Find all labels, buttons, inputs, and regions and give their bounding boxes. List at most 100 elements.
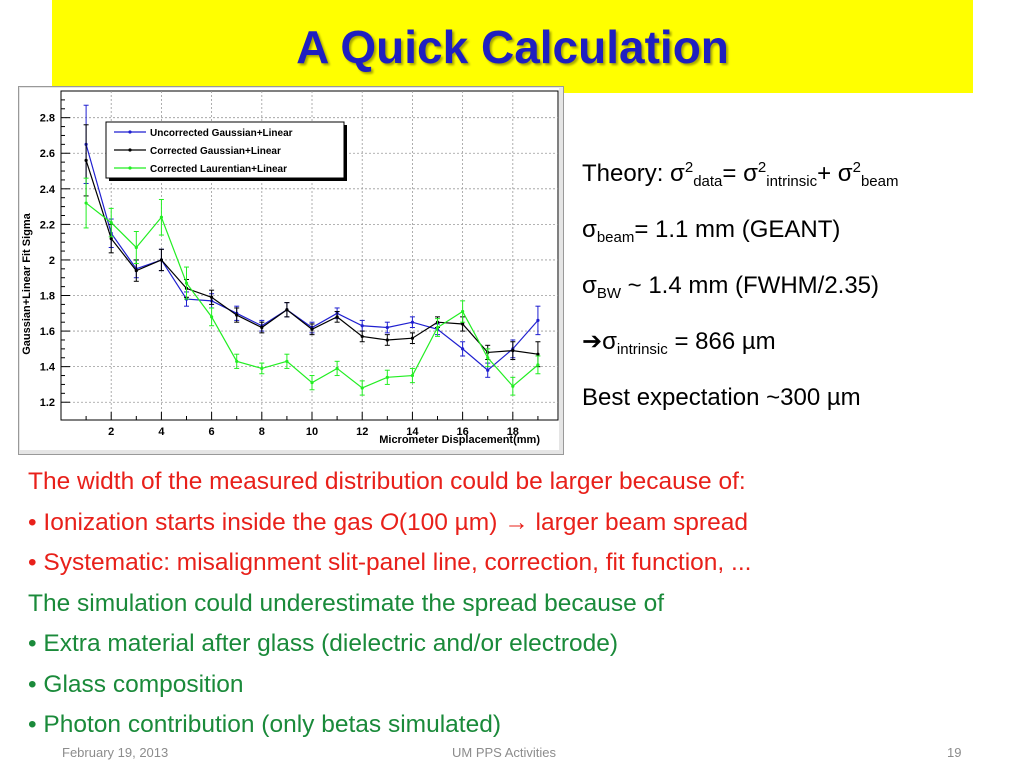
data-point <box>435 325 440 330</box>
fit-sigma-chart: 2 4 6 8 10 12 14 16 181.21.41.61.822.22.42.62.8 … <box>18 86 564 455</box>
green-bullet-glass: • Glass composition <box>28 670 244 698</box>
arrow-icon: → <box>504 508 529 536</box>
x-tick-label: 2 <box>108 426 114 438</box>
data-point <box>134 269 138 273</box>
data-point <box>109 221 113 225</box>
data-point <box>536 318 540 323</box>
x-tick-label: 16 <box>456 426 468 438</box>
data-point <box>461 309 465 314</box>
bullet-text: larger beam spread <box>528 508 748 536</box>
sigma-bw-line: σBW ~ 1.4 mm (FWHM/2.35) <box>582 262 1012 318</box>
data-point <box>486 356 490 360</box>
bullet-text: (100 µm) <box>398 508 505 536</box>
legend-label: Corrected Gaussian+Linear <box>150 146 281 157</box>
x-tick-label: 10 <box>306 426 318 438</box>
slide-title: A Quick Calculation <box>296 20 729 73</box>
green-bullet-material: • Extra material after glass (dielectric… <box>28 630 619 657</box>
data-point <box>310 381 314 385</box>
arrow-icon: ➔ <box>582 328 603 355</box>
chart-panel: 2 4 6 8 10 12 14 16 18 1.2 1.4 1.6 1.8 2 2.2 2.4 2.6 2.8 … <box>18 86 564 455</box>
bullet-text: • Ionization starts inside the gas <box>28 508 380 536</box>
sub-text: intrinsic <box>616 341 668 358</box>
sigma-intrinsic-line: ➔σintrinsic = 866 µm <box>582 318 1012 374</box>
data-point <box>184 281 189 285</box>
y-tick-label: 2 <box>49 255 55 267</box>
footer-date: February 19, 2013 <box>62 745 169 760</box>
data-point <box>260 366 264 371</box>
data-point <box>335 315 339 319</box>
data-point <box>84 158 88 162</box>
sup-text: 2 <box>757 159 767 176</box>
legend-swatch-marker <box>128 166 132 170</box>
theory-equation-text: + σ <box>817 160 853 187</box>
data-point <box>536 363 540 367</box>
sigma-intrinsic-value: = 866 µm <box>667 328 776 355</box>
y-axis-label: Gaussian+Linear Fit Sigma <box>21 212 33 354</box>
green-intro: The simulation could underestimate the s… <box>28 589 665 617</box>
theory-equation-text: = σ <box>722 160 758 187</box>
sigma-bw-value: ~ 1.4 mm (FWHM/2.35) <box>620 272 880 299</box>
x-tick-label: 8 <box>259 426 265 438</box>
red-intro: The width of the measured distribution c… <box>28 468 746 495</box>
data-point <box>410 336 415 340</box>
data-point <box>235 359 239 363</box>
theory-block: Theory: σ2data= σ2intrinsic+ σ2beam σbea… <box>582 144 1012 422</box>
sub-text: data <box>693 173 723 190</box>
sigma-beam-line: σbeam= 1.1 mm (GEANT) <box>582 206 1012 262</box>
data-point <box>159 258 164 262</box>
data-point <box>210 295 214 299</box>
y-tick-label: 2.4 <box>40 184 56 196</box>
data-point <box>385 325 389 330</box>
data-point <box>134 245 138 250</box>
red-bullet-systematic: • Systematic: misalignment slit-panel li… <box>28 549 752 576</box>
discussion-text: The width of the measured distribution c… <box>28 462 1008 746</box>
data-point <box>385 338 389 342</box>
data-point <box>360 386 364 390</box>
data-point <box>310 327 314 331</box>
data-point <box>84 201 88 205</box>
x-tick-label: 6 <box>209 426 215 438</box>
theory-equation: Theory: σ2data= σ2intrinsic+ σ2beam <box>582 144 1012 206</box>
data-point <box>511 384 515 388</box>
data-point <box>511 349 515 353</box>
title-banner: A Quick Calculation <box>52 0 973 93</box>
best-expectation-line: Best expectation ~300 µm <box>582 384 861 411</box>
data-point <box>109 237 113 241</box>
footer-page-number: 19 <box>947 745 962 760</box>
legend-label: Uncorrected Gaussian+Linear <box>150 128 293 139</box>
data-point <box>536 352 540 356</box>
y-tick-label: 2.6 <box>40 148 55 160</box>
data-point <box>461 322 465 326</box>
sub-text: intrinsic <box>766 173 818 190</box>
green-bullet-photon: • Photon contribution (only betas simula… <box>28 711 501 738</box>
sub-text: BW <box>596 285 621 302</box>
data-point <box>385 375 389 379</box>
y-tick-label: 1.4 <box>40 362 56 374</box>
data-point <box>360 324 364 328</box>
sup-text: 2 <box>852 159 861 176</box>
y-tick-label: 2.8 <box>40 113 55 125</box>
y-tick-label: 1.2 <box>40 397 55 409</box>
data-point <box>486 368 490 372</box>
sigma-beam-value: = 1.1 mm (GEANT) <box>634 216 841 243</box>
big-o-text: O <box>379 508 399 536</box>
legend-label: Corrected Laurentian+Linear <box>150 164 287 175</box>
sub-text: beam <box>596 229 635 246</box>
data-point <box>235 313 239 317</box>
sigma-symbol: σ <box>602 328 617 355</box>
red-bullet-ionization: • Ionization starts inside the gas O(100… <box>28 503 1008 544</box>
y-tick-label: 1.8 <box>40 291 55 303</box>
legend-swatch-marker <box>128 130 132 134</box>
data-point <box>410 320 415 324</box>
theory-equation-prefix: Theory: σ <box>582 160 685 187</box>
x-tick-label: 14 <box>406 426 419 438</box>
sigma-symbol: σ <box>582 272 597 299</box>
data-point <box>159 215 164 219</box>
sigma-symbol: σ <box>582 216 597 243</box>
sup-text: 2 <box>684 159 694 176</box>
data-point <box>285 308 289 312</box>
y-tick-label: 2.2 <box>40 219 55 231</box>
data-point <box>335 366 339 371</box>
data-point <box>360 334 364 339</box>
data-point <box>461 347 465 351</box>
